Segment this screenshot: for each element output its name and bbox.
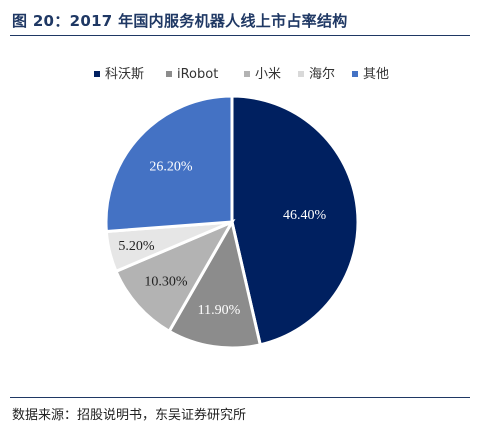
slice-label-3: 5.20% — [118, 239, 155, 254]
pie-slice-1 — [167, 217, 263, 350]
legend-swatch-3 — [298, 70, 304, 77]
legend-swatch-1 — [166, 70, 172, 77]
chart-legend: 科沃斯 iRobot 小米 海尔 其他 — [0, 64, 480, 86]
source-note: 数据来源：招股说明书，东吴证券研究所 — [12, 408, 247, 423]
source-divider — [10, 397, 470, 398]
legend-label-3: 海尔 — [309, 67, 336, 82]
legend-item-1: iRobot — [166, 64, 218, 86]
legend-item-4: 其他 — [352, 64, 389, 86]
legend-item-2: 小米 — [244, 64, 281, 86]
legend-label-1: iRobot — [177, 67, 219, 82]
slice-label-1: 11.90% — [198, 303, 241, 318]
legend-swatch-4 — [352, 70, 358, 77]
legend-item-3: 海尔 — [298, 64, 335, 86]
pie-slice-4 — [104, 94, 234, 234]
slice-label-2: 10.30% — [144, 275, 188, 290]
pie-slice-2 — [114, 218, 236, 334]
figure-title: 图 20：2017 年国内服务机器人线上市占率结构 — [12, 12, 348, 30]
pie-slice-0 — [230, 94, 360, 347]
slice-label-4: 26.20% — [149, 160, 193, 175]
title-divider — [10, 35, 470, 36]
legend-label-2: 小米 — [255, 67, 282, 82]
slice-label-0: 46.40% — [283, 208, 327, 223]
legend-swatch-0 — [94, 70, 100, 77]
legend-label-4: 其他 — [363, 67, 390, 82]
legend-item-0: 科沃斯 — [94, 64, 144, 86]
legend-label-0: 科沃斯 — [105, 67, 145, 82]
legend-swatch-2 — [244, 70, 250, 77]
